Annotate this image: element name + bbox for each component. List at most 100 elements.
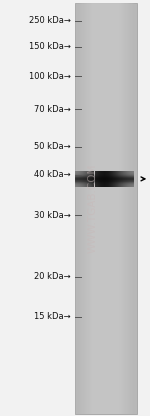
Bar: [82, 3, 129, 414]
Bar: [126, 171, 127, 187]
Bar: [90, 171, 91, 187]
Bar: [130, 171, 131, 187]
Bar: [115, 171, 116, 187]
Bar: [125, 171, 126, 187]
Bar: [80, 3, 132, 414]
Bar: [122, 171, 123, 187]
Bar: [128, 171, 129, 187]
Bar: [76, 171, 77, 187]
Bar: [131, 171, 132, 187]
Text: 250 kDa→: 250 kDa→: [29, 16, 70, 25]
Bar: [75, 174, 134, 175]
Bar: [111, 171, 112, 187]
Bar: [84, 3, 128, 414]
Bar: [81, 171, 82, 187]
Bar: [75, 177, 134, 178]
Bar: [104, 171, 105, 187]
Bar: [75, 183, 134, 184]
Bar: [114, 171, 115, 187]
Bar: [75, 186, 134, 187]
Bar: [75, 173, 134, 174]
Bar: [118, 171, 119, 187]
Bar: [75, 179, 134, 180]
Bar: [132, 171, 133, 187]
Bar: [80, 171, 81, 187]
Bar: [121, 171, 122, 187]
Bar: [86, 3, 125, 414]
Bar: [92, 3, 119, 414]
Bar: [75, 3, 136, 414]
Bar: [91, 171, 92, 187]
Bar: [98, 171, 99, 187]
Bar: [124, 171, 125, 187]
Bar: [89, 171, 90, 187]
Bar: [87, 171, 88, 187]
Text: 150 kDa→: 150 kDa→: [29, 42, 70, 51]
Bar: [81, 3, 130, 414]
Bar: [87, 3, 124, 414]
Bar: [82, 171, 83, 187]
Bar: [92, 171, 93, 187]
Bar: [75, 181, 134, 182]
Bar: [117, 171, 118, 187]
Bar: [96, 171, 98, 187]
Bar: [77, 3, 134, 414]
Bar: [108, 171, 109, 187]
Bar: [78, 171, 79, 187]
Text: WWW.TGAB.COM: WWW.TGAB.COM: [88, 163, 98, 253]
Bar: [75, 171, 76, 187]
Bar: [106, 171, 107, 187]
Bar: [100, 171, 101, 187]
Bar: [75, 185, 134, 186]
Bar: [79, 3, 133, 414]
Bar: [110, 171, 111, 187]
Text: 40 kDa→: 40 kDa→: [34, 170, 70, 179]
Bar: [105, 171, 106, 187]
Bar: [103, 171, 104, 187]
Bar: [75, 171, 134, 172]
Text: 20 kDa→: 20 kDa→: [34, 272, 70, 281]
Bar: [79, 171, 80, 187]
Text: 15 kDa→: 15 kDa→: [34, 312, 70, 322]
Bar: [75, 175, 134, 176]
Bar: [75, 178, 134, 179]
Bar: [75, 180, 134, 181]
Text: 50 kDa→: 50 kDa→: [34, 142, 70, 151]
Bar: [93, 171, 94, 187]
Bar: [91, 3, 120, 414]
Bar: [77, 171, 78, 187]
Bar: [116, 171, 117, 187]
Bar: [85, 3, 127, 414]
Bar: [75, 3, 136, 414]
Bar: [119, 171, 120, 187]
Bar: [99, 171, 100, 187]
Text: 100 kDa→: 100 kDa→: [29, 72, 70, 81]
Bar: [83, 171, 84, 187]
Text: 70 kDa→: 70 kDa→: [34, 105, 70, 114]
Bar: [102, 171, 103, 187]
Bar: [94, 171, 95, 187]
Bar: [129, 171, 130, 187]
Bar: [88, 3, 123, 414]
Text: 30 kDa→: 30 kDa→: [34, 210, 70, 220]
Bar: [123, 171, 124, 187]
Bar: [107, 171, 108, 187]
Bar: [75, 184, 134, 185]
Bar: [101, 171, 102, 187]
Bar: [84, 171, 85, 187]
Bar: [76, 3, 135, 414]
Bar: [127, 171, 128, 187]
Bar: [85, 171, 86, 187]
Bar: [112, 171, 113, 187]
Bar: [109, 171, 110, 187]
Bar: [75, 182, 134, 183]
Bar: [86, 171, 87, 187]
Bar: [88, 171, 89, 187]
Bar: [75, 176, 134, 177]
Bar: [95, 171, 96, 187]
Bar: [90, 3, 122, 414]
Bar: [133, 171, 134, 187]
Bar: [113, 171, 114, 187]
Bar: [120, 171, 121, 187]
Bar: [75, 172, 134, 173]
